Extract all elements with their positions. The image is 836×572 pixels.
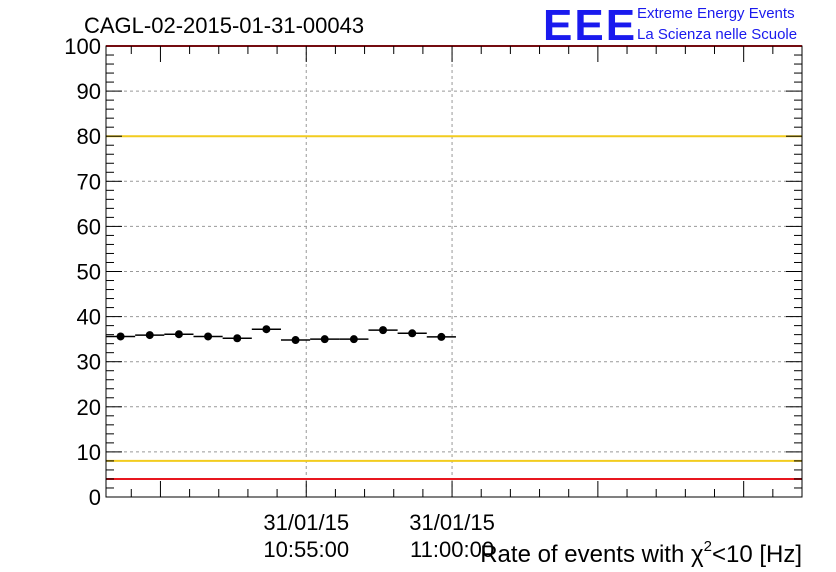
data-point (408, 329, 417, 338)
data-point (349, 335, 358, 344)
y-tick-label: 30 (77, 350, 101, 375)
chart-title: CAGL-02-2015-01-31-00043 (84, 13, 364, 38)
x-tick-label-time: 10:55:00 (263, 537, 349, 562)
x-axis-label: Rate of events with χ2<10 [Hz] (480, 538, 802, 568)
data-point (174, 330, 183, 339)
eee-logo: EEE Extreme Energy Events La Scienza nel… (543, 1, 797, 50)
x-tick-label-date: 31/01/15 (263, 510, 349, 535)
data-point (116, 332, 125, 341)
data-point (437, 332, 446, 341)
y-tick-label: 10 (77, 440, 101, 465)
data-point (379, 326, 388, 335)
plot-area: 010203040506070809010031/01/1510:55:0031… (64, 34, 803, 562)
eee-logo-line2: La Scienza nelle Scuole (637, 26, 797, 43)
data-point (233, 334, 242, 343)
data-point (320, 335, 329, 344)
y-tick-label: 40 (77, 305, 101, 330)
y-tick-label: 50 (77, 260, 101, 285)
data-point (204, 332, 213, 341)
y-tick-label: 80 (77, 124, 101, 149)
y-tick-label: 90 (77, 79, 101, 104)
y-tick-label: 20 (77, 395, 101, 420)
y-tick-label: 0 (89, 485, 101, 510)
data-point (291, 336, 300, 345)
eee-logo-line1: Extreme Energy Events (637, 5, 795, 22)
y-tick-label: 70 (77, 169, 101, 194)
x-tick-label-time: 11:00:00 (410, 537, 494, 562)
data-point (262, 325, 271, 334)
eee-logo-mark: EEE (543, 1, 637, 50)
x-tick-label-date: 31/01/15 (409, 510, 495, 535)
y-tick-label: 100 (64, 34, 101, 59)
data-point (145, 331, 154, 340)
y-tick-label: 60 (77, 214, 101, 239)
